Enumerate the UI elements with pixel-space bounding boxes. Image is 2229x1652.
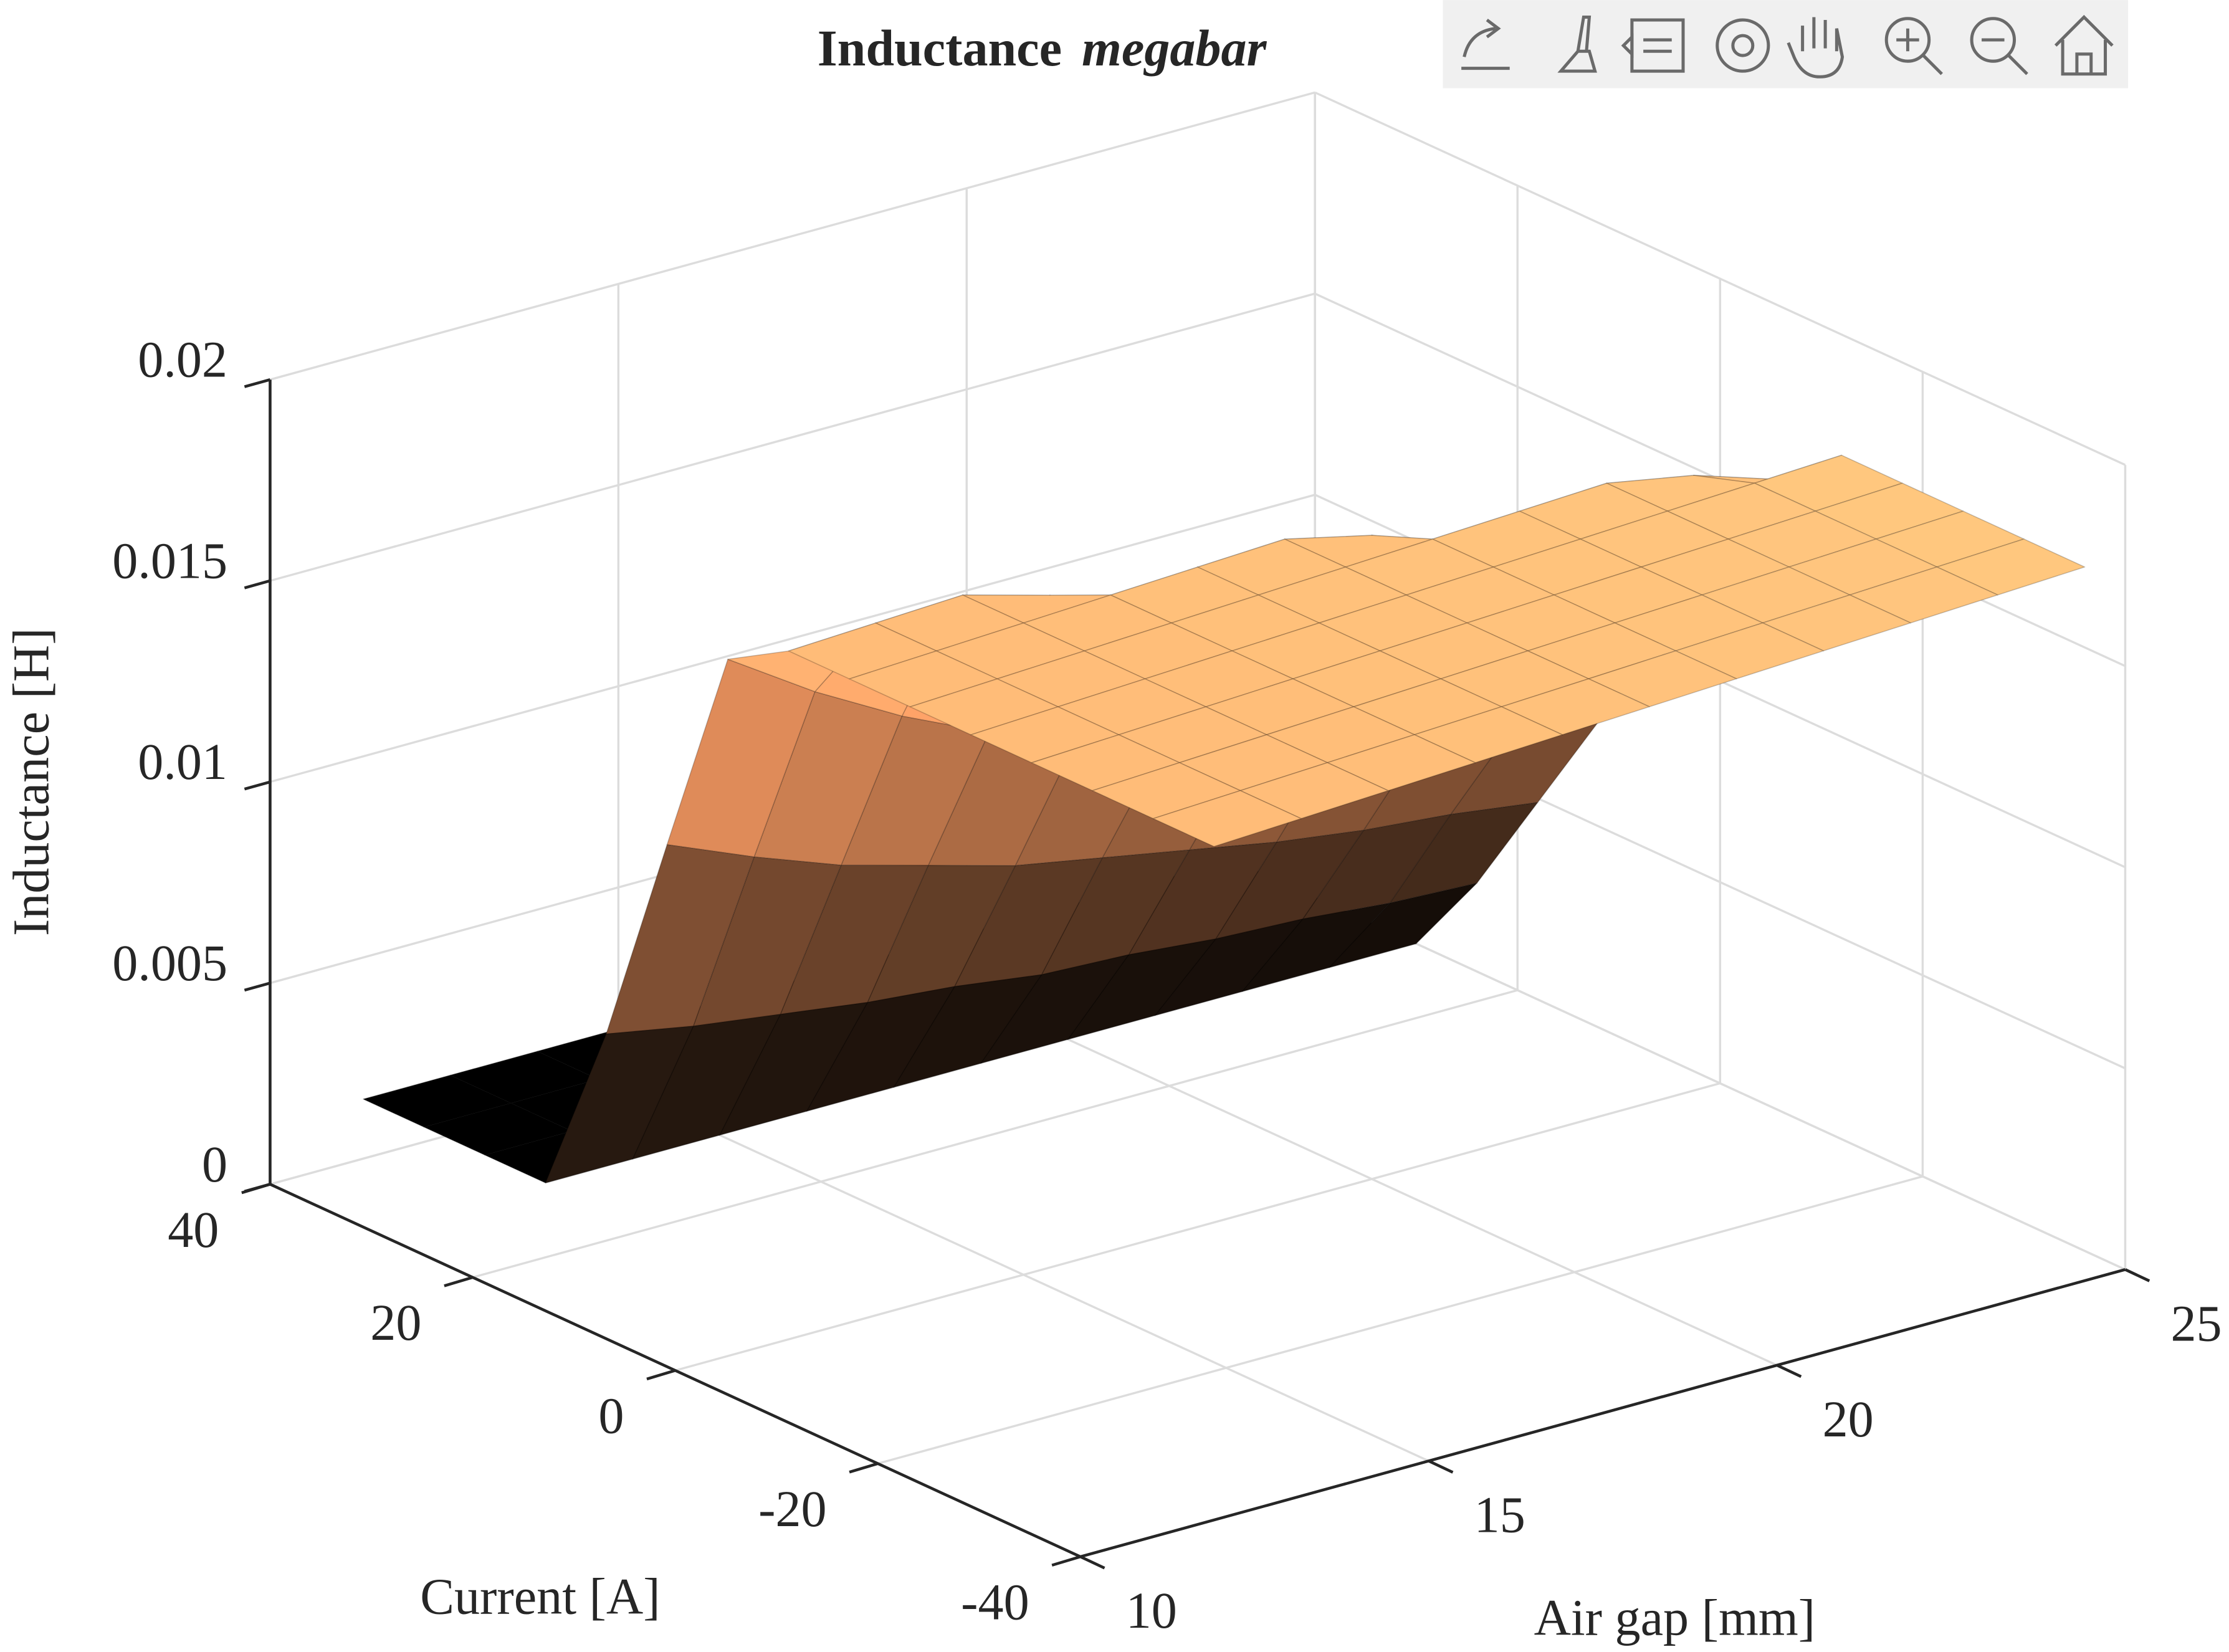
surface-patch: [1319, 594, 1468, 652]
surface-patch: [1092, 762, 1241, 819]
export-button[interactable]: [1461, 19, 1510, 70]
surface-patch: [423, 1102, 573, 1156]
x-tick-label: 40: [168, 1201, 219, 1258]
brush-button[interactable]: [1557, 15, 1597, 73]
grid-line: [472, 989, 1518, 1279]
title-text: Inductance: [818, 20, 1062, 77]
surface-patch: [1936, 538, 2086, 596]
y-tick-label: 20: [1823, 1391, 1874, 1448]
x-tick: [444, 1276, 474, 1287]
x-tick: [849, 1462, 879, 1474]
x-axis-label: Current [A]: [420, 1568, 660, 1625]
x-tick-label: 0: [598, 1388, 624, 1444]
y-tick-label: 15: [1474, 1487, 1525, 1544]
surface-patch: [363, 1074, 512, 1128]
surface-patch: [449, 1051, 599, 1104]
grid-line: [1314, 896, 2126, 1271]
x-tick-label: -40: [961, 1573, 1029, 1630]
y-axis: [1080, 1268, 2126, 1559]
surface: [363, 454, 2086, 1184]
toolbar: [1443, 0, 2129, 88]
labels: Inductance megabar Current [A] Air gap [m…: [3, 20, 2222, 1646]
grid-line: [618, 1087, 1430, 1463]
surface-patch: [1041, 849, 1190, 975]
surface-patch: [753, 691, 903, 866]
x-tick: [646, 1369, 676, 1381]
z-tick-label: 0.02: [138, 332, 227, 388]
x-tick: [1051, 1555, 1081, 1567]
grid-line: [269, 292, 1315, 582]
y-axis-label: Air gap [mm]: [1534, 1590, 1815, 1646]
zoom-out-button[interactable]: [1970, 17, 2028, 75]
surface-patch: [1239, 762, 1389, 819]
y-tick: [1428, 1459, 1454, 1474]
toolbar-background: [1443, 0, 2129, 88]
z-tick: [244, 780, 271, 791]
y-tick: [2124, 1268, 2150, 1282]
z-axis-label: Inductance [H]: [3, 628, 60, 936]
z-tick-label: 0.005: [112, 935, 227, 991]
surface-patch: [1762, 594, 1911, 652]
pan-button[interactable]: [1787, 17, 1845, 79]
surface-patch: [1588, 650, 1737, 707]
x-tick-label: -20: [758, 1481, 826, 1537]
z-tick: [244, 579, 271, 590]
surface-patch: [867, 864, 1016, 1003]
x-tick-label: 20: [370, 1294, 421, 1351]
grid-line: [966, 991, 1778, 1367]
grid-line: [675, 1082, 1721, 1372]
grid-line: [877, 1175, 1923, 1465]
surface-patch: [1031, 734, 1180, 791]
y-tick: [1776, 1363, 1802, 1378]
y-tick-label: 10: [1126, 1582, 1177, 1639]
rotate-button[interactable]: [1716, 18, 1770, 73]
z-tick-label: 0: [202, 1136, 227, 1193]
title-emphasis: megabar: [1082, 20, 1267, 77]
surface-patch: [1849, 566, 1998, 624]
surface-patch: [545, 1025, 694, 1184]
z-tick-label: 0.015: [112, 532, 227, 589]
home-button[interactable]: [2054, 14, 2114, 76]
x-tick: [241, 1183, 271, 1195]
y-tick: [1079, 1555, 1105, 1570]
surface-patch: [1144, 650, 1294, 708]
grid-line: [269, 494, 1315, 783]
datatip-button[interactable]: [1621, 18, 1685, 73]
z-tick-label: 0.01: [138, 733, 227, 790]
z-tick: [244, 981, 271, 992]
grid-line: [269, 91, 1315, 381]
surface-patch: [666, 659, 816, 857]
surface-patch: [1414, 706, 1563, 763]
y-tick-label: 25: [2170, 1295, 2222, 1352]
chart-title: Inductance megabar: [818, 20, 1267, 77]
surface-patch: [1152, 790, 1302, 847]
z-tick: [244, 378, 271, 388]
zoom-in-button[interactable]: [1884, 17, 1943, 75]
